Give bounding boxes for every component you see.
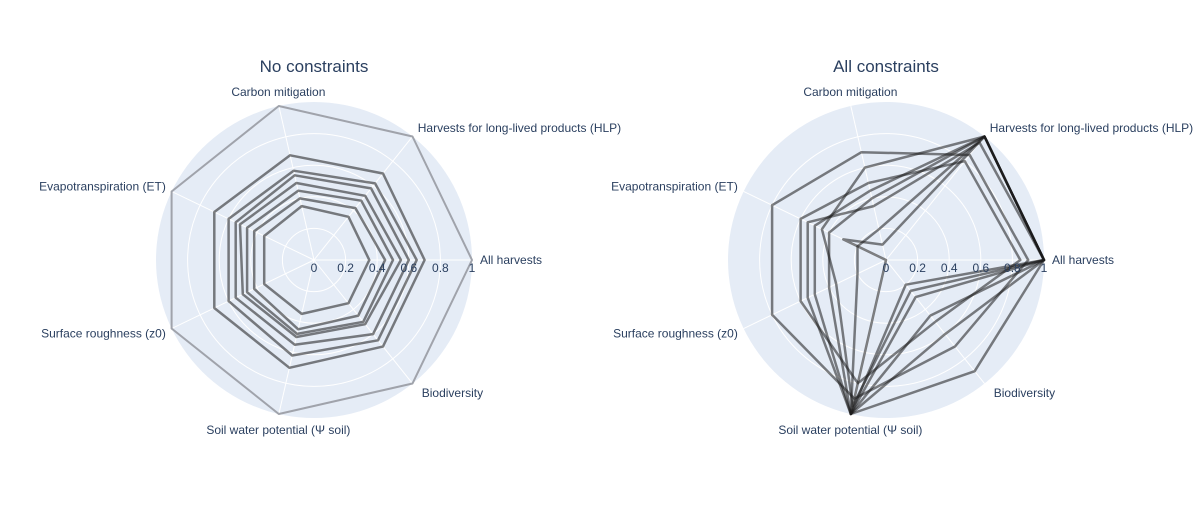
radial-tick-label: 0.4 [941,261,958,275]
radial-tick-label: 0.6 [972,261,989,275]
axis-label: All harvests [480,253,542,267]
chart-title: All constraints [833,57,939,76]
radial-tick-label: 0.4 [369,261,386,275]
axis-label: Carbon mitigation [231,85,325,99]
angular-grid-line [171,191,315,261]
axis-label: Biodiversity [422,386,483,400]
chart-title: No constraints [260,57,369,76]
axis-label: Harvests for long-lived products (HLP) [990,121,1193,135]
radial-tick-label: 1 [1041,261,1048,275]
angular-grid-line [313,136,413,261]
axis-label: Soil water potential (Ψ soil) [778,423,922,437]
axis-label: Harvests for long-lived products (HLP) [418,121,621,135]
radar-panel-1: 0 0.2 0.4 0.6 0.8 1 All harvests Harvests for l… [39,57,621,437]
series-group [170,105,473,415]
series-line [770,150,1030,400]
axis-label: Biodiversity [994,386,1055,400]
series-line [799,159,1022,385]
series-line [238,181,403,339]
radial-tick-label: 0 [311,261,318,275]
radial-tick-label: 0.8 [432,261,449,275]
axis-label: Carbon mitigation [803,85,897,99]
radial-tick-label: 0.2 [337,261,354,275]
radial-tick-label: 0.8 [1004,261,1021,275]
radial-tick-label: 1 [469,261,476,275]
series-line [262,204,371,316]
series-line [806,141,1046,416]
series-line [227,169,418,357]
axis-label: Soil water potential (Ψ soil) [206,423,350,437]
radar-panel-2: 0 0.2 0.4 0.6 0.8 1 All harvests Harvests for l… [611,57,1193,437]
series-line [234,174,411,346]
series-line [813,135,1046,416]
radial-tick-label: 0.6 [400,261,417,275]
axis-label: All harvests [1052,253,1114,267]
series-line [849,135,1046,416]
radial-tick-label: 0.2 [909,261,926,275]
series-line [213,154,426,370]
axis-label: Evapotranspiration (ET) [611,180,738,194]
axis-label: Surface roughness (z0) [613,326,738,340]
series-line [820,135,1046,408]
series-line [252,197,387,331]
series-group [770,135,1046,416]
axis-label: Surface roughness (z0) [41,326,166,340]
series-line [170,105,473,415]
angular-grid-line [885,136,985,261]
axis-label: Evapotranspiration (ET) [39,180,166,194]
series-line [245,189,395,336]
radial-tick-label: 0 [883,261,890,275]
